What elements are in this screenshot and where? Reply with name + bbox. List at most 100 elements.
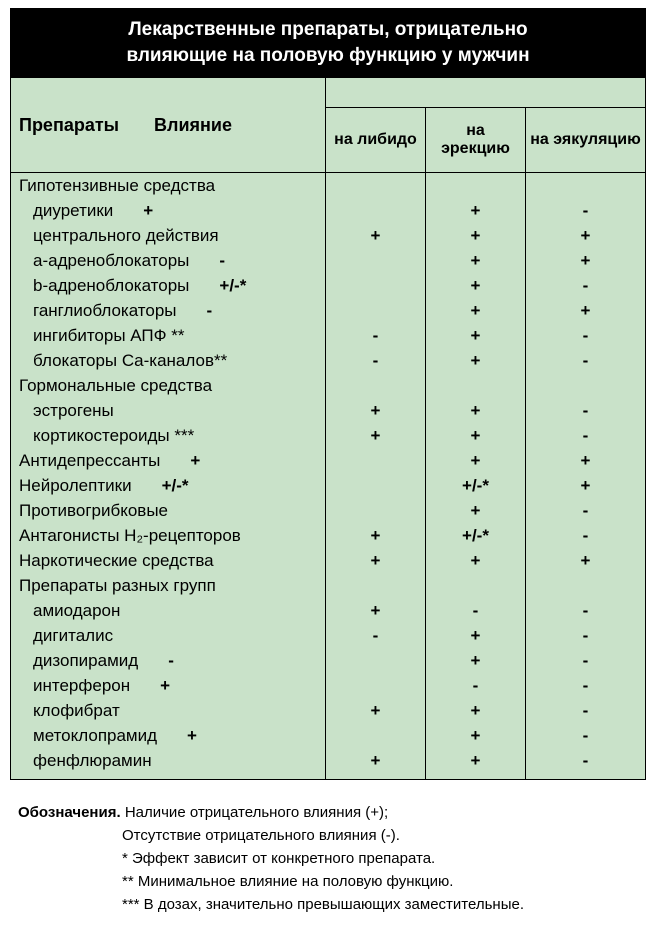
mark-cell-ere: + <box>426 198 526 223</box>
header-drugs: Препараты <box>19 115 119 135</box>
mark-cell-lib: + <box>326 698 426 723</box>
drug-name: Препараты разных групп <box>19 576 216 596</box>
mark-cell-lib <box>326 448 426 473</box>
mark-cell-eja: + <box>526 448 646 473</box>
mark-cell-lib: + <box>326 223 426 248</box>
drug-name: Противогрибковые <box>19 501 168 521</box>
table-row: эстрогены++- <box>11 398 646 423</box>
table-row: Гипотензивные средства <box>11 173 646 199</box>
drug-name-cell: Гипотензивные средства <box>11 173 326 199</box>
table-row: дизопирамид-+- <box>11 648 646 673</box>
mark-cell-ere: - <box>426 673 526 698</box>
header-erection: на эрекцию <box>426 108 526 173</box>
drug-name: клофибрат <box>33 701 120 721</box>
drug-name-cell: клофибрат <box>11 698 326 723</box>
drug-name: ганглиоблокаторы <box>33 301 177 321</box>
drug-name-cell: Антидепрессанты+ <box>11 448 326 473</box>
mark-cell-lib <box>326 473 426 498</box>
drug-name-cell: интерферон+ <box>11 673 326 698</box>
mark-cell-ere: + <box>426 648 526 673</box>
mark-cell-lib: + <box>326 423 426 448</box>
drug-name: дигиталис <box>33 626 113 646</box>
mark-cell-ere: + <box>426 548 526 573</box>
inline-mark: + <box>187 726 197 746</box>
table-row: ингибиторы АПФ **-+- <box>11 323 646 348</box>
mark-cell-eja: - <box>526 698 646 723</box>
footnotes: Обозначения. Наличие отрицательного влия… <box>0 790 656 929</box>
drug-name-cell: метоклопрамид + <box>11 723 326 748</box>
mark-cell-ere: +/-* <box>426 523 526 548</box>
mark-cell-eja: - <box>526 623 646 648</box>
drug-name-cell: фенфлюрамин <box>11 748 326 779</box>
header-influence: Влияние <box>154 115 232 135</box>
mark-cell-lib: - <box>326 348 426 373</box>
footnote-5: *** В дозах, значительно превышающих зам… <box>122 896 646 913</box>
mark-cell-eja: - <box>526 398 646 423</box>
mark-cell-ere <box>426 573 526 598</box>
mark-cell-eja: - <box>526 523 646 548</box>
title-line-2: влияющие на половую функцию у мужчин <box>126 45 529 66</box>
mark-cell-ere: + <box>426 223 526 248</box>
footnote-2: Отсутствие отрицательного влияния (-). <box>122 827 646 844</box>
drug-name-cell: амиодарон <box>11 598 326 623</box>
table-row: Антагонисты H₂-рецепторов ++/-*- <box>11 523 646 548</box>
page-container: Лекарственные препараты, отрицательно вл… <box>0 0 656 790</box>
drug-name: дизопирамид <box>33 651 138 671</box>
table-row: Антидепрессанты+++ <box>11 448 646 473</box>
inline-mark: - <box>219 251 225 271</box>
inline-mark: + <box>190 451 200 471</box>
drug-name-cell: дигиталис <box>11 623 326 648</box>
drug-name-cell: диуретики + <box>11 198 326 223</box>
drug-name: амиодарон <box>33 601 120 621</box>
table-body: Гипотензивные средствадиуретики++-центра… <box>11 173 646 780</box>
footnote-1-label: Обозначения. <box>18 804 121 821</box>
drug-name: диуретики <box>33 201 113 221</box>
mark-cell-ere: + <box>426 248 526 273</box>
drug-name-cell: Нейролептики+/-* <box>11 473 326 498</box>
drug-name-cell: ингибиторы АПФ ** <box>11 323 326 348</box>
mark-cell-ere: + <box>426 298 526 323</box>
table-row: кортикостероиды ***++- <box>11 423 646 448</box>
mark-cell-lib: - <box>326 323 426 348</box>
drug-name: метоклопрамид <box>33 726 157 746</box>
drug-name: Антагонисты H₂-рецепторов <box>19 526 241 546</box>
drug-name-cell: центрального действия <box>11 223 326 248</box>
mark-cell-eja: - <box>526 323 646 348</box>
mark-cell-eja: - <box>526 198 646 223</box>
drug-name: Гормональные средства <box>19 376 212 396</box>
mark-cell-lib <box>326 173 426 199</box>
mark-cell-eja: + <box>526 248 646 273</box>
drug-name: Гипотензивные средства <box>19 176 215 196</box>
table-row: фенфлюрамин++- <box>11 748 646 779</box>
mark-cell-eja: - <box>526 498 646 523</box>
mark-cell-eja: - <box>526 273 646 298</box>
inline-mark: + <box>143 201 153 221</box>
mark-cell-ere: + <box>426 748 526 779</box>
table-row: Нейролептики+/-*+/-*+ <box>11 473 646 498</box>
mark-cell-eja: + <box>526 548 646 573</box>
footnote-4: ** Минимальное влияние на половую функци… <box>122 873 646 890</box>
drugs-table: Препараты Влияние на либидо на эрекцию н… <box>10 77 646 780</box>
mark-cell-lib <box>326 198 426 223</box>
mark-cell-lib <box>326 723 426 748</box>
mark-cell-ere: + <box>426 398 526 423</box>
mark-cell-ere: + <box>426 448 526 473</box>
drug-name-cell: Препараты разных групп <box>11 573 326 598</box>
table-row: Противогрибковые +- <box>11 498 646 523</box>
drug-name-cell: b-адреноблокаторы+/-* <box>11 273 326 298</box>
mark-cell-lib: + <box>326 548 426 573</box>
drug-name: эстрогены <box>33 401 114 421</box>
drug-name-cell: эстрогены <box>11 398 326 423</box>
drug-name-cell: a-адреноблокаторы- <box>11 248 326 273</box>
mark-cell-eja: - <box>526 673 646 698</box>
drug-name-cell: кортикостероиды *** <box>11 423 326 448</box>
mark-cell-ere: - <box>426 598 526 623</box>
title-bar: Лекарственные препараты, отрицательно вл… <box>10 8 646 77</box>
drug-name: центрального действия <box>33 226 219 246</box>
mark-cell-lib: + <box>326 523 426 548</box>
mark-cell-ere: + <box>426 498 526 523</box>
drug-name: блокаторы Ca-каналов** <box>33 351 227 371</box>
mark-cell-eja: + <box>526 473 646 498</box>
header-ejaculation: на эякуляцию <box>526 108 646 173</box>
mark-cell-ere: + <box>426 698 526 723</box>
